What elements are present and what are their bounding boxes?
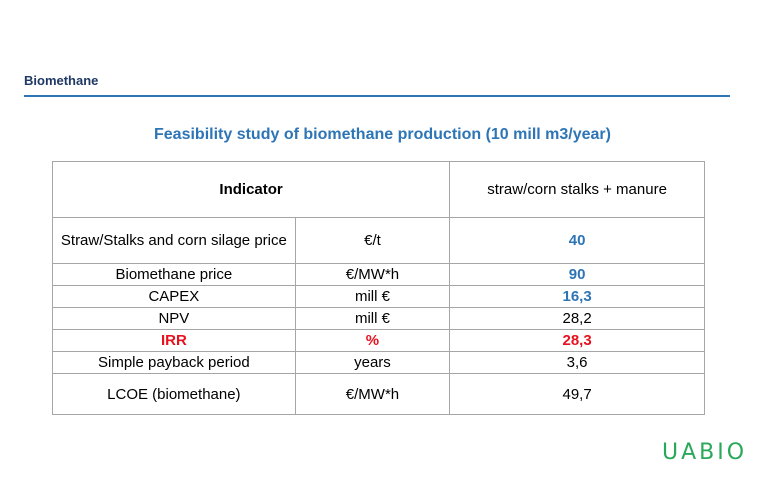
row-unit: €/MW*h xyxy=(295,264,449,286)
row-indicator: CAPEX xyxy=(53,286,296,308)
row-indicator: IRR xyxy=(53,330,296,352)
header-indicator: Indicator xyxy=(53,162,450,218)
row-value: 16,3 xyxy=(450,286,705,308)
row-indicator: LCOE (biomethane) xyxy=(53,374,296,415)
row-indicator: NPV xyxy=(53,308,296,330)
table-row: NPV mill € 28,2 xyxy=(53,308,705,330)
row-unit: mill € xyxy=(295,308,449,330)
row-unit: €/MW*h xyxy=(295,374,449,415)
header-divider xyxy=(24,95,730,97)
row-unit: mill € xyxy=(295,286,449,308)
table-row: Simple payback period years 3,6 xyxy=(53,352,705,374)
row-value: 49,7 xyxy=(450,374,705,415)
table-row: LCOE (biomethane) €/MW*h 49,7 xyxy=(53,374,705,415)
table-row: Straw/Stalks and corn silage price €/t 4… xyxy=(53,218,705,264)
section-title: Biomethane xyxy=(24,73,98,88)
table-row: Biomethane price €/MW*h 90 xyxy=(53,264,705,286)
table-header-row: Indicator straw/corn stalks + manure xyxy=(53,162,705,218)
main-title: Feasibility study of biomethane producti… xyxy=(0,126,765,144)
table-row: IRR % 28,3 xyxy=(53,330,705,352)
feasibility-table: Indicator straw/corn stalks + manure Str… xyxy=(52,161,705,415)
row-unit: years xyxy=(295,352,449,374)
header-scenario: straw/corn stalks + manure xyxy=(450,162,705,218)
row-value: 40 xyxy=(450,218,705,264)
row-value: 28,2 xyxy=(450,308,705,330)
row-indicator: Simple payback period xyxy=(53,352,296,374)
row-indicator: Biomethane price xyxy=(53,264,296,286)
row-indicator: Straw/Stalks and corn silage price xyxy=(53,218,296,264)
row-unit: €/t xyxy=(295,218,449,264)
row-value: 3,6 xyxy=(450,352,705,374)
uabio-logo: UABIO xyxy=(662,440,747,465)
table-row: CAPEX mill € 16,3 xyxy=(53,286,705,308)
row-value: 90 xyxy=(450,264,705,286)
row-unit: % xyxy=(295,330,449,352)
row-value: 28,3 xyxy=(450,330,705,352)
slide: Biomethane Feasibility study of biometha… xyxy=(0,0,765,496)
